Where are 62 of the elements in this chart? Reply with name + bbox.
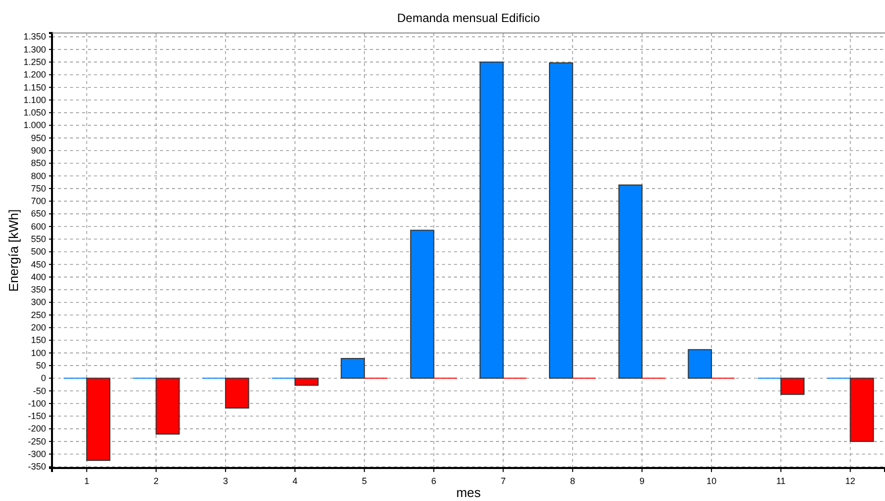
y-tick-label: 950 [30,132,46,143]
x-tick-label: 10 [706,476,716,486]
x-tick-label: 3 [223,476,228,486]
bar [225,378,250,409]
y-tick-label: 1.300 [23,44,46,54]
y-tick-label: 550 [30,234,46,244]
y-tick-label: -300 [28,448,46,459]
x-tick-label: 6 [431,476,436,486]
y-tick-label: 350 [30,284,46,295]
bar [156,378,180,435]
y-tick-label: 200 [30,322,46,333]
x-tick-label: 8 [570,476,576,486]
bar [86,378,110,461]
x-tick-label: 7 [500,476,506,486]
y-tick-label: 250 [30,310,46,320]
y-tick-label: 750 [30,183,46,194]
x-tick-label: 4 [292,476,298,486]
y-tick-label: -350 [28,462,46,472]
y-tick-label: 1.000 [23,120,46,130]
bar [480,62,504,379]
y-tick-label: 1.150 [23,82,46,92]
chart-title: Demanda mensual Edificio [397,11,540,25]
y-tick-label: -50 [32,386,46,396]
x-axis-title: mes [456,485,482,500]
bar [688,349,712,379]
y-tick-label: 850 [30,158,46,168]
y-tick-label: 1.350 [23,32,46,42]
y-tick-label: -150 [28,411,46,422]
bar [850,378,874,442]
bar [294,378,319,386]
y-tick-label: 700 [30,196,46,206]
y-tick-label: 0 [40,373,46,384]
y-tick-label: 600 [30,221,46,232]
x-tick-label: 11 [776,476,786,486]
y-tick-label: 100 [30,348,46,358]
bar [410,230,434,379]
y-tick-label: -100 [28,398,46,408]
y-tick-label: 1.050 [23,108,46,118]
y-tick-label: 300 [30,297,46,308]
y-tick-label: 50 [36,360,46,370]
y-tick-label: 400 [30,272,46,282]
x-tick-label: 12 [845,476,856,486]
y-tick-label: -200 [28,424,46,434]
y-tick-label: 150 [30,335,46,346]
bar [618,184,643,379]
y-tick-label: 900 [30,145,46,156]
bar [780,378,805,395]
y-tick-label: 650 [30,208,46,219]
y-tick-label: 500 [30,246,46,257]
y-tick-label: -250 [28,436,46,446]
y-tick-label: 450 [30,259,46,270]
x-tick-label: 1 [84,476,90,486]
y-axis-title: Energía [kWh] [6,209,21,292]
y-tick-label: 1.200 [23,70,46,80]
bar [548,62,574,379]
bar [340,358,365,379]
y-tick-label: 1.250 [23,56,46,67]
y-tick-label: 1.100 [23,94,46,105]
x-tick-label: 5 [362,476,367,486]
y-tick-label: 800 [30,170,46,181]
x-tick-label: 9 [640,476,645,486]
x-tick-label: 2 [154,476,159,486]
